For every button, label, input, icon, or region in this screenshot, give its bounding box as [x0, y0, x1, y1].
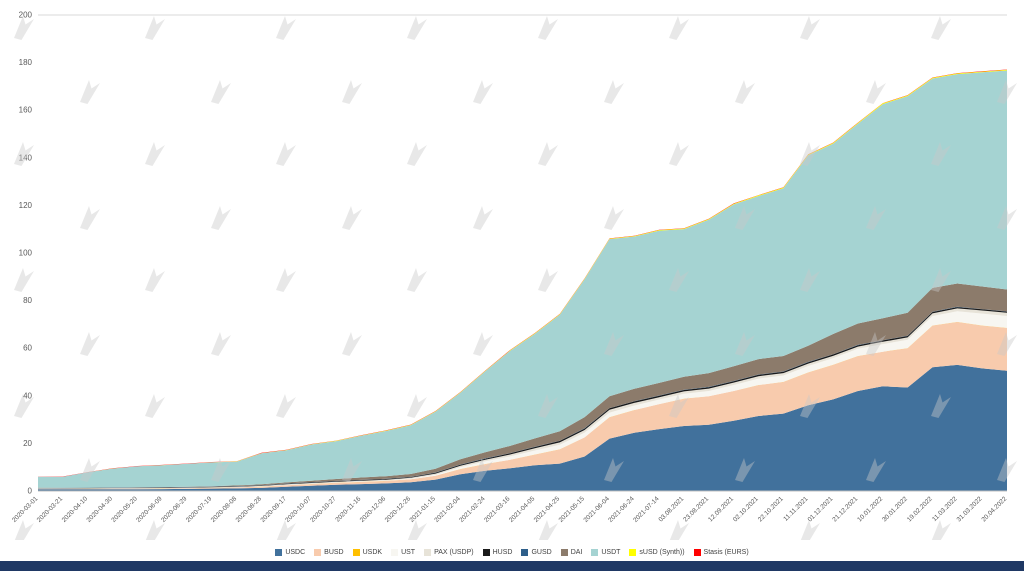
y-axis-tick-label: 140	[19, 153, 33, 162]
legend-item-DAI[interactable]: DAI	[560, 549, 583, 556]
legend-label: USDK	[362, 549, 383, 556]
legend-item-BUSD[interactable]: BUSD	[314, 549, 344, 556]
y-axis-tick-label: 80	[23, 296, 32, 305]
x-axis-tick-label: 12.09.2021	[707, 495, 735, 523]
bottom-accent-bar	[0, 561, 1024, 571]
legend-item-GUSD[interactable]: GUSD	[521, 549, 552, 556]
legend-label: Stasis (EURS)	[703, 549, 749, 556]
y-axis-tick-label: 120	[19, 201, 33, 210]
legend-marker-sUSD	[629, 549, 637, 556]
y-axis-tick-label: 40	[23, 391, 32, 400]
x-axis-tick-label: 2020-10-27	[309, 495, 338, 524]
legend-item-UST[interactable]: UST	[391, 549, 415, 556]
legend-label: sUSD (Synth))	[639, 549, 685, 556]
y-axis-tick-label: 200	[19, 11, 33, 20]
y-axis-tick-label: 0	[28, 487, 33, 496]
y-axis-tick-label: 20	[23, 439, 32, 448]
x-axis-tick-label: 30.01.2022	[881, 495, 909, 523]
legend-label: PAX (USDP)	[434, 549, 474, 556]
legend-marker-GUSD	[521, 549, 529, 556]
chart-legend: USDC BUSD USDK UST PAX (USDP) HUSD GUSD DAI USDT…	[0, 549, 1024, 556]
legend-label: DAI	[570, 549, 583, 556]
y-axis-tick-label: 160	[19, 106, 33, 115]
legend-label: HUSD	[492, 549, 513, 556]
legend-label: GUSD	[531, 549, 552, 556]
x-axis-tick-label: 23.08.2021	[682, 495, 710, 523]
x-axis-tick-label: 20.04.2022	[980, 495, 1008, 523]
legend-item-sUSD[interactable]: sUSD (Synth))	[629, 549, 685, 556]
legend-item-PAX[interactable]: PAX (USDP)	[424, 549, 474, 556]
legend-item-USDT[interactable]: USDT	[591, 549, 620, 556]
y-axis-tick-label: 100	[19, 249, 33, 258]
legend-item-USDK[interactable]: USDK	[352, 549, 383, 556]
legend-label: BUSD	[324, 549, 344, 556]
legend-marker-USDC	[275, 549, 283, 556]
legend-item-USDC[interactable]: USDC	[275, 549, 305, 556]
y-axis-tick-label: 180	[19, 58, 33, 67]
x-axis-tick-label: 10.01.2022	[856, 495, 884, 523]
legend-item-HUSD[interactable]: HUSD	[482, 549, 513, 556]
legend-item-StasisEURS[interactable]: Stasis (EURS)	[693, 549, 749, 556]
x-axis-tick-label: 01.12.2021	[807, 495, 835, 523]
x-axis-tick-label: 03.08.2021	[657, 495, 685, 523]
legend-marker-DAI	[560, 549, 568, 556]
legend-marker-USDT	[591, 549, 599, 556]
x-axis-tick-label: 31.03.2022	[956, 495, 984, 523]
legend-marker-StasisEURS	[693, 549, 701, 556]
legend-marker-HUSD	[482, 549, 490, 556]
legend-label: UST	[401, 549, 416, 556]
x-axis-tick-label: 02.10.2021	[732, 495, 760, 523]
legend-marker-UST	[391, 549, 399, 556]
legend-label: USDC	[285, 549, 306, 556]
legend-label: USDT	[601, 549, 621, 556]
x-axis-tick-label: 22.10.2021	[757, 495, 785, 523]
x-axis-tick-label: 2021-07-14	[632, 495, 661, 524]
legend-marker-USDK	[352, 549, 360, 556]
x-axis-tick-label: 21.12.2021	[831, 495, 859, 523]
legend-marker-BUSD	[314, 549, 322, 556]
x-axis-tick-label: 19.02.2022	[906, 495, 934, 523]
legend-marker-PAX	[424, 549, 432, 556]
y-axis-tick-label: 60	[23, 344, 32, 353]
